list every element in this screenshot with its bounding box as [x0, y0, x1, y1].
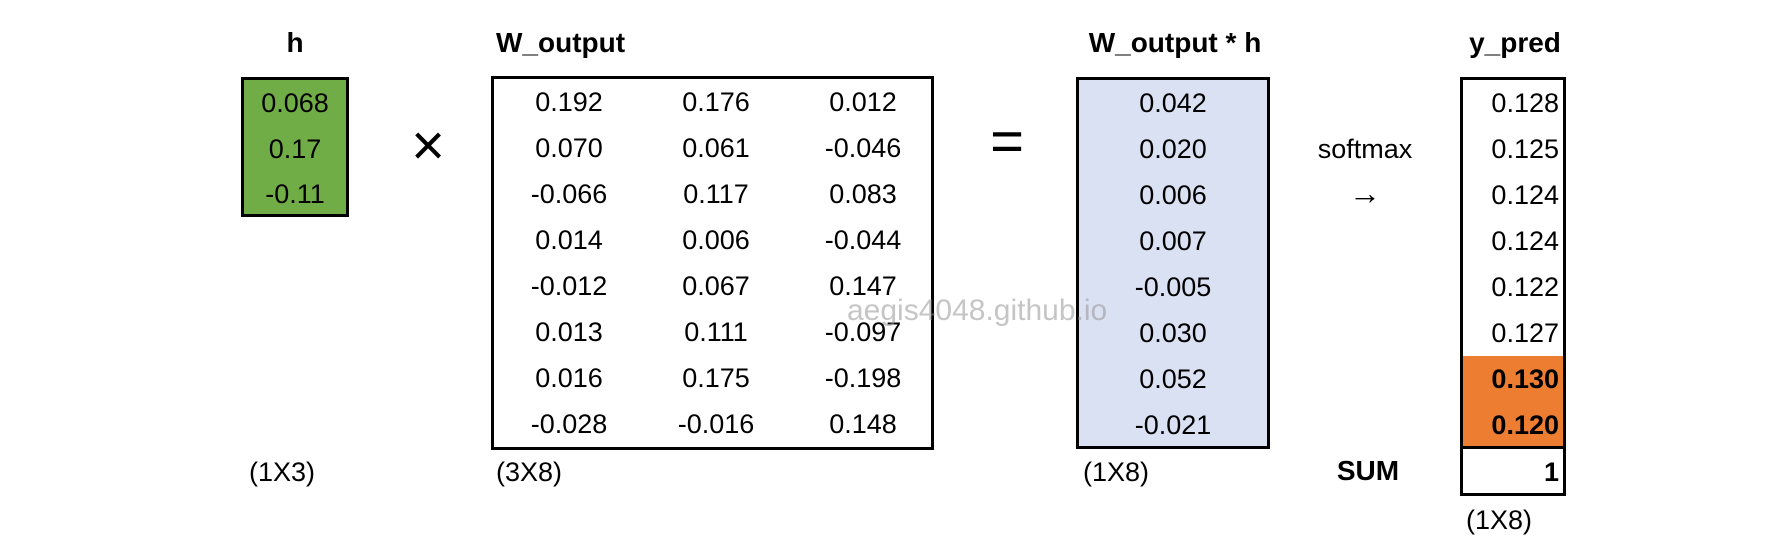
y-pred-cell: 0.127 — [1491, 318, 1559, 348]
y-pred-cell: 0.128 — [1491, 88, 1559, 118]
h-cell: -0.11 — [265, 179, 325, 209]
sum-box: 1 — [1460, 446, 1566, 496]
product-title: W_output * h — [1088, 27, 1262, 58]
y-pred-title: y_pred — [1469, 27, 1561, 58]
w-output-cell: 0.111 — [684, 317, 748, 347]
y-pred-highlight — [1463, 402, 1563, 448]
product-dimension: (1X8) — [1083, 457, 1150, 487]
w-output-cell: 0.013 — [535, 317, 603, 347]
product-cell: -0.021 — [1134, 410, 1212, 440]
softmax-label: softmax — [1317, 134, 1413, 164]
h-vector: 0.068 0.17 -0.11 — [241, 77, 349, 217]
w-output-cell: -0.066 — [530, 179, 608, 209]
product-cell: 0.020 — [1139, 134, 1207, 164]
h-cell: 0.068 — [261, 88, 329, 118]
product-cell: 0.007 — [1139, 226, 1207, 256]
y-pred-highlight — [1463, 356, 1563, 402]
w-output-cell: -0.198 — [824, 363, 902, 393]
w-output-cell: 0.176 — [682, 87, 750, 117]
w-output-dimension: (3X8) — [496, 457, 563, 487]
w-output-cell: -0.028 — [530, 409, 608, 439]
w-output-cell: -0.016 — [677, 409, 755, 439]
h-dimension: (1X3) — [249, 457, 316, 487]
product-cell: 0.006 — [1139, 180, 1207, 210]
h-title: h — [286, 27, 304, 58]
w-output-cell: -0.044 — [824, 225, 902, 255]
product-cell: 0.052 — [1139, 364, 1207, 394]
w-output-cell: -0.097 — [824, 317, 902, 347]
w-output-cell: -0.012 — [530, 271, 608, 301]
w-output-cell: 0.083 — [829, 179, 897, 209]
w-output-cell: -0.046 — [824, 133, 902, 163]
arrow-right-icon: → — [1349, 175, 1381, 211]
w-output-cell: 0.148 — [829, 409, 897, 439]
equals-operator: = — [990, 109, 1024, 174]
h-cell: 0.17 — [268, 134, 322, 164]
w-output-cell: 0.061 — [682, 133, 750, 163]
w-output-cell: 0.067 — [682, 271, 750, 301]
w-output-cell: 0.192 — [535, 87, 603, 117]
times-operator: × — [411, 113, 445, 178]
w-output-cell: 0.014 — [535, 225, 603, 255]
y-pred-cell: 0.120 — [1491, 410, 1559, 440]
y-pred-vector: 0.128 0.125 0.124 0.124 0.122 0.127 0.130 0.120 — [1460, 77, 1566, 449]
w-output-title: W_output — [496, 27, 626, 58]
sum-value: 1 — [1543, 457, 1559, 487]
w-output-cell: 0.175 — [682, 363, 750, 393]
w-output-cell: 0.012 — [829, 87, 897, 117]
y-pred-cell: 0.124 — [1491, 226, 1559, 256]
sum-label: SUM — [1336, 455, 1400, 486]
product-cell: 0.030 — [1139, 318, 1207, 348]
w-output-matrix: 0.192 0.176 0.012 0.070 0.061 -0.046 -0.066 0.1… — [491, 76, 934, 450]
product-cell: 0.042 — [1139, 88, 1207, 118]
w-output-cell: 0.006 — [682, 225, 750, 255]
watermark: aegis4048.github.io — [847, 294, 1108, 327]
w-output-cell: 0.070 — [535, 133, 603, 163]
product-cell: -0.005 — [1134, 272, 1212, 302]
y-pred-dimension: (1X8) — [1466, 505, 1533, 535]
y-pred-cell: 0.125 — [1491, 134, 1559, 164]
w-output-cell: 0.147 — [829, 271, 897, 301]
y-pred-cell: 0.130 — [1491, 364, 1559, 394]
product-vector: 0.042 0.020 0.006 0.007 -0.005 0.030 0.052 -0.0… — [1076, 77, 1270, 449]
y-pred-cell: 0.124 — [1491, 180, 1559, 210]
w-output-cell: 0.016 — [535, 363, 603, 393]
y-pred-cell: 0.122 — [1491, 272, 1559, 302]
w-output-cell: 0.117 — [683, 179, 749, 209]
